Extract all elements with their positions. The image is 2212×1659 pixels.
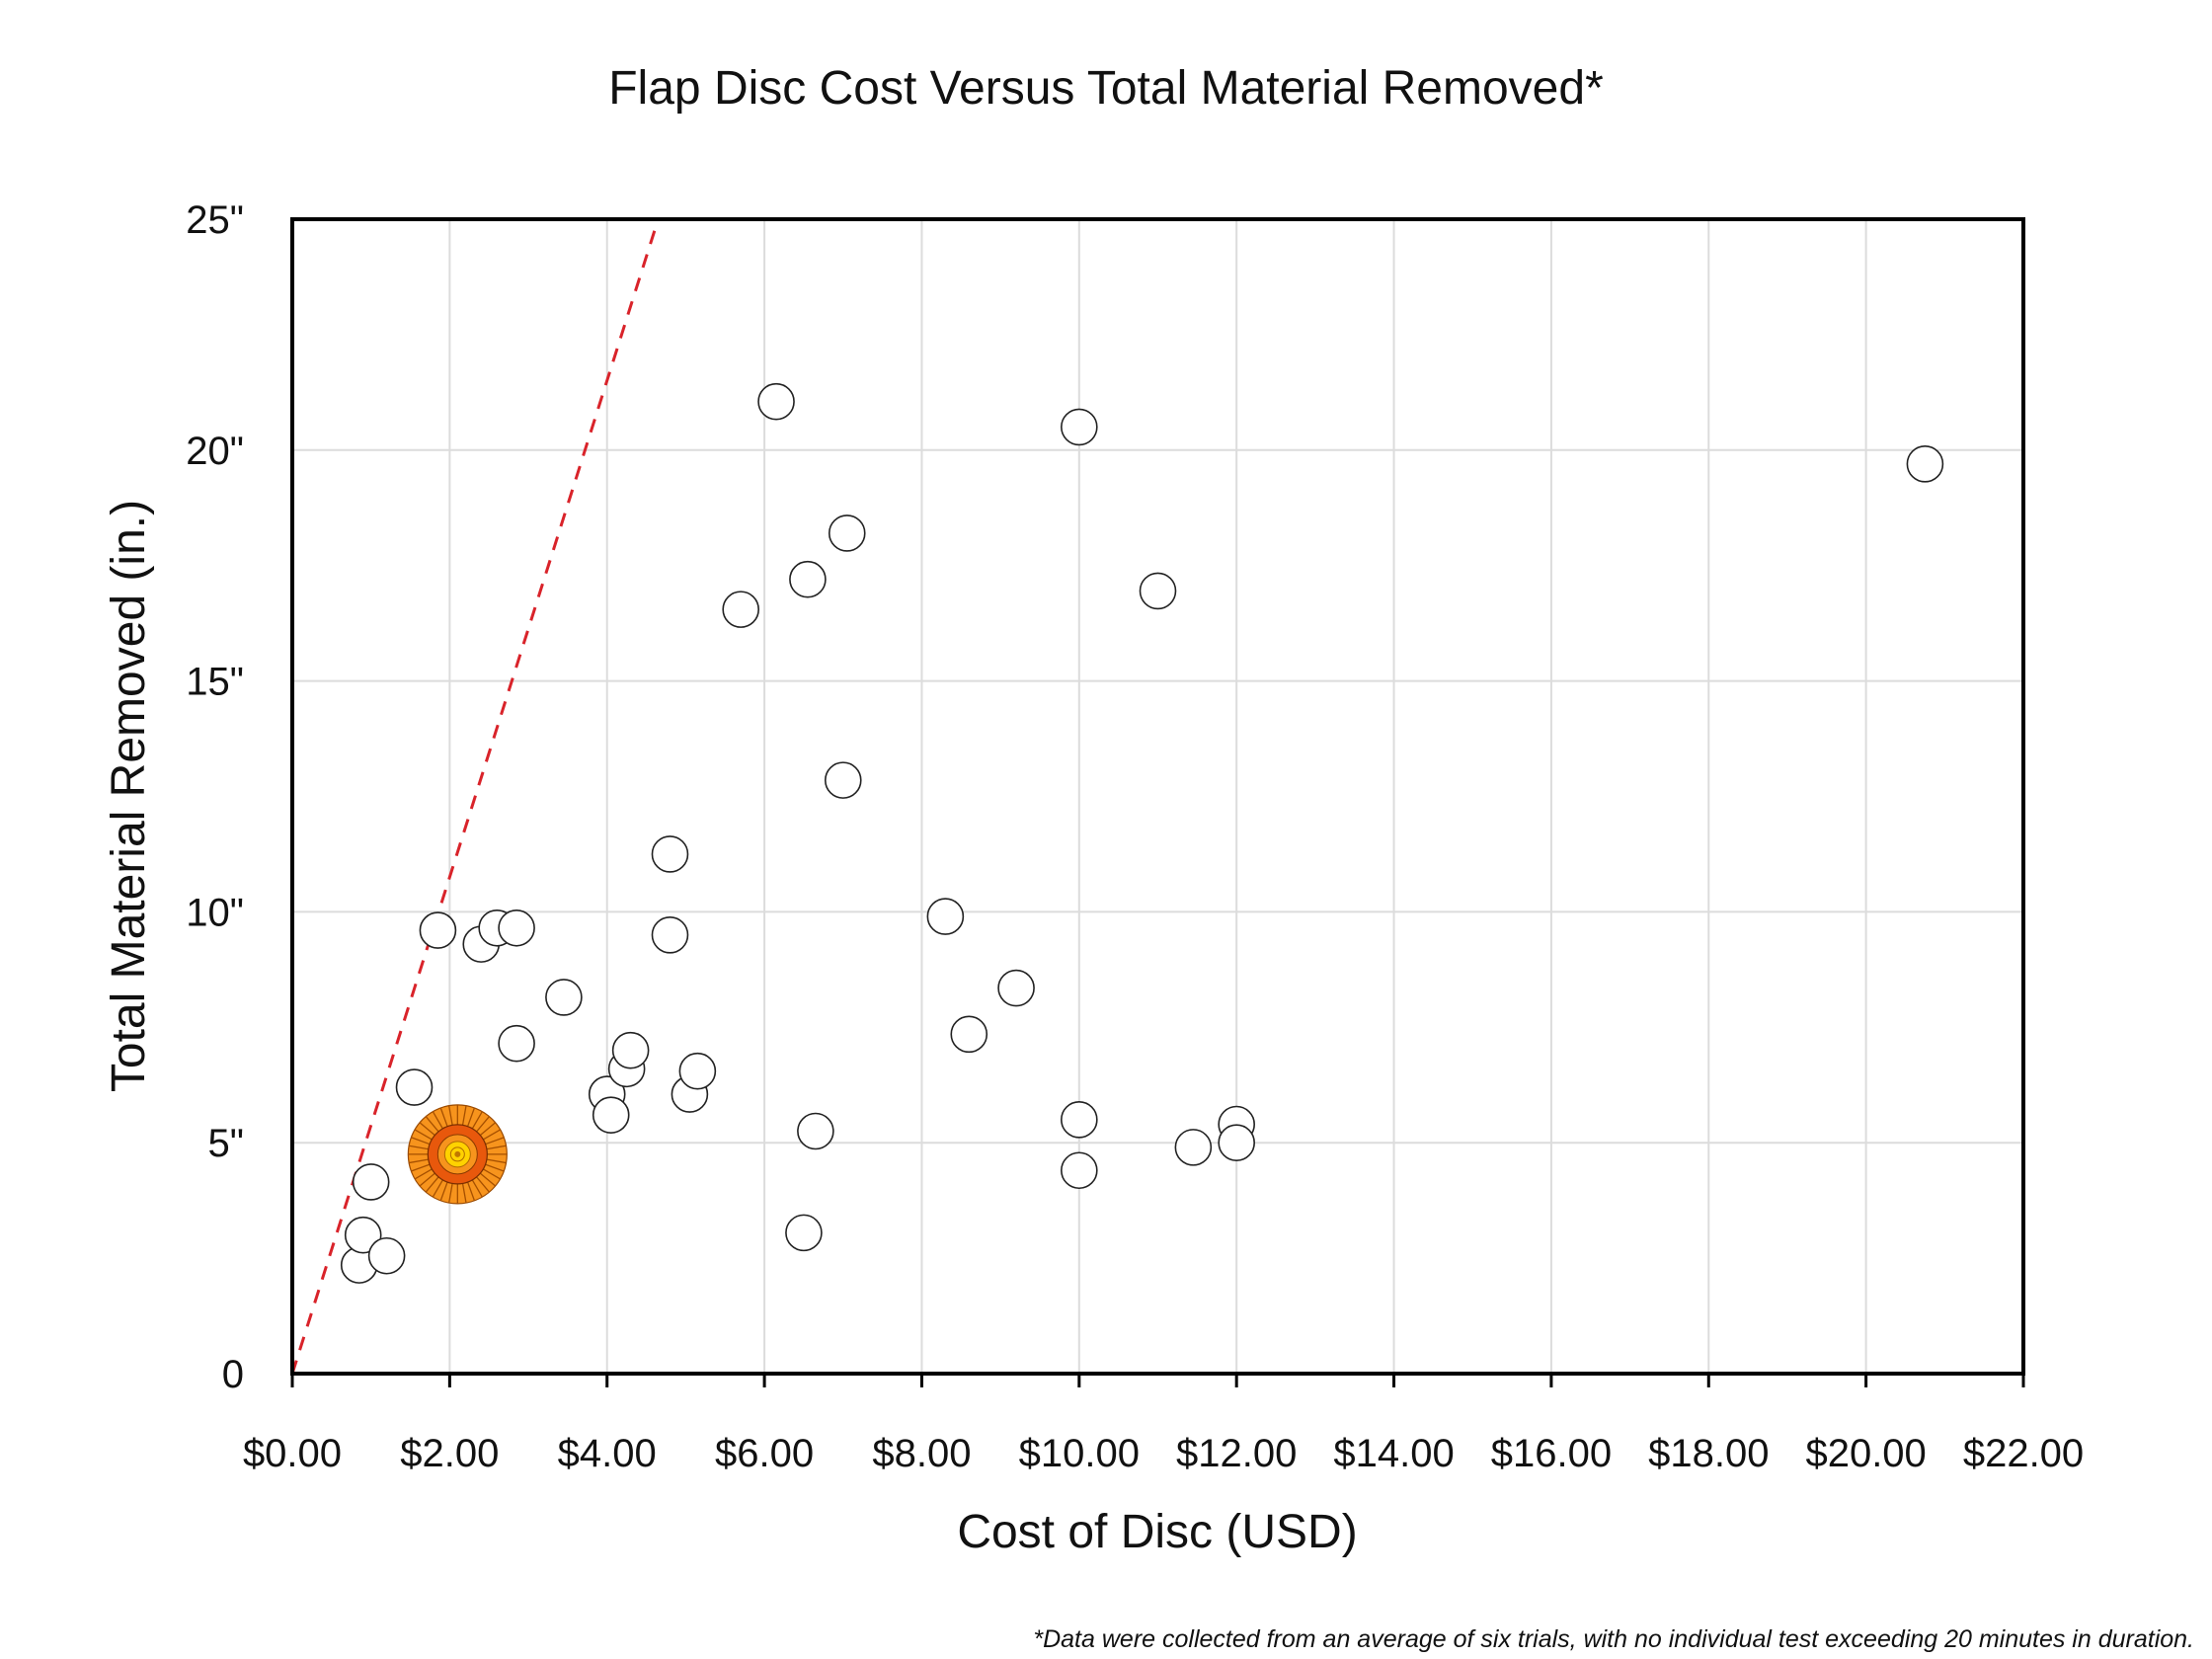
y-tick-labels: 0 5" 10" 15" 20" 25"	[186, 198, 244, 1396]
data-point	[757, 382, 795, 421]
data-point	[592, 1096, 630, 1134]
grid	[291, 218, 2024, 1375]
data-point	[797, 1112, 834, 1150]
data-point	[678, 1052, 717, 1090]
plot-frame	[290, 217, 2025, 1376]
y-tick-label: 25"	[186, 198, 244, 242]
x-tick-label: $16.00	[1491, 1432, 1612, 1475]
x-tick-label: $2.00	[400, 1432, 499, 1475]
x-tick-label: $8.00	[872, 1432, 971, 1475]
x-tick-label: $10.00	[1019, 1432, 1140, 1475]
x-tick-label: $6.00	[715, 1432, 814, 1475]
data-point	[1218, 1124, 1255, 1161]
x-tick-label: $4.00	[558, 1432, 657, 1475]
data-point	[651, 835, 689, 873]
x-tick-label: $14.00	[1333, 1432, 1454, 1475]
x-tick-label: $12.00	[1176, 1432, 1297, 1475]
data-point	[1061, 408, 1098, 446]
data-point	[395, 1068, 434, 1106]
data-points	[340, 382, 1944, 1284]
x-tick-label: $20.00	[1805, 1432, 1926, 1475]
data-point	[789, 560, 827, 598]
data-point	[545, 979, 583, 1016]
data-point	[1061, 1101, 1098, 1139]
data-point	[997, 969, 1035, 1007]
data-point	[1061, 1151, 1098, 1190]
data-point	[785, 1214, 823, 1252]
highlight-point	[407, 1104, 508, 1205]
axis-ticks	[290, 1374, 2025, 1387]
y-axis-label: Total Material Removed (in.)	[103, 500, 155, 1092]
data-point	[352, 1163, 390, 1201]
data-point	[1906, 445, 1944, 483]
y-tick-label: 0	[222, 1353, 244, 1396]
data-point	[926, 898, 965, 935]
data-point	[824, 761, 862, 799]
data-point	[828, 514, 866, 552]
highlight-disc	[407, 1104, 508, 1205]
y-tick-label: 15"	[186, 661, 244, 704]
x-axis-label: Cost of Disc (USD)	[957, 1506, 1357, 1558]
data-point	[1139, 572, 1177, 610]
x-tick-labels: $0.00 $2.00 $4.00 $6.00 $8.00 $10.00 $12.00 $14…	[243, 1432, 2084, 1475]
data-point	[611, 1031, 650, 1069]
x-tick-label: $18.00	[1648, 1432, 1769, 1475]
data-point	[344, 1216, 382, 1254]
y-tick-label: 20"	[186, 430, 244, 473]
data-point	[722, 591, 759, 628]
data-point	[1174, 1129, 1213, 1166]
y-tick-label: 5"	[208, 1122, 244, 1165]
data-point	[950, 1015, 988, 1054]
data-point	[651, 915, 689, 954]
data-point	[498, 1024, 535, 1063]
data-point	[367, 1236, 406, 1275]
y-tick-label: 10"	[186, 891, 244, 934]
data-point	[419, 911, 457, 949]
x-tick-label: $0.00	[243, 1432, 342, 1475]
chart-title: Flap Disc Cost Versus Total Material Rem…	[608, 62, 1604, 115]
footnote: *Data were collected from an average of …	[1033, 1625, 2194, 1653]
x-tick-label: $22.00	[1963, 1432, 2084, 1475]
data-point	[498, 908, 535, 947]
